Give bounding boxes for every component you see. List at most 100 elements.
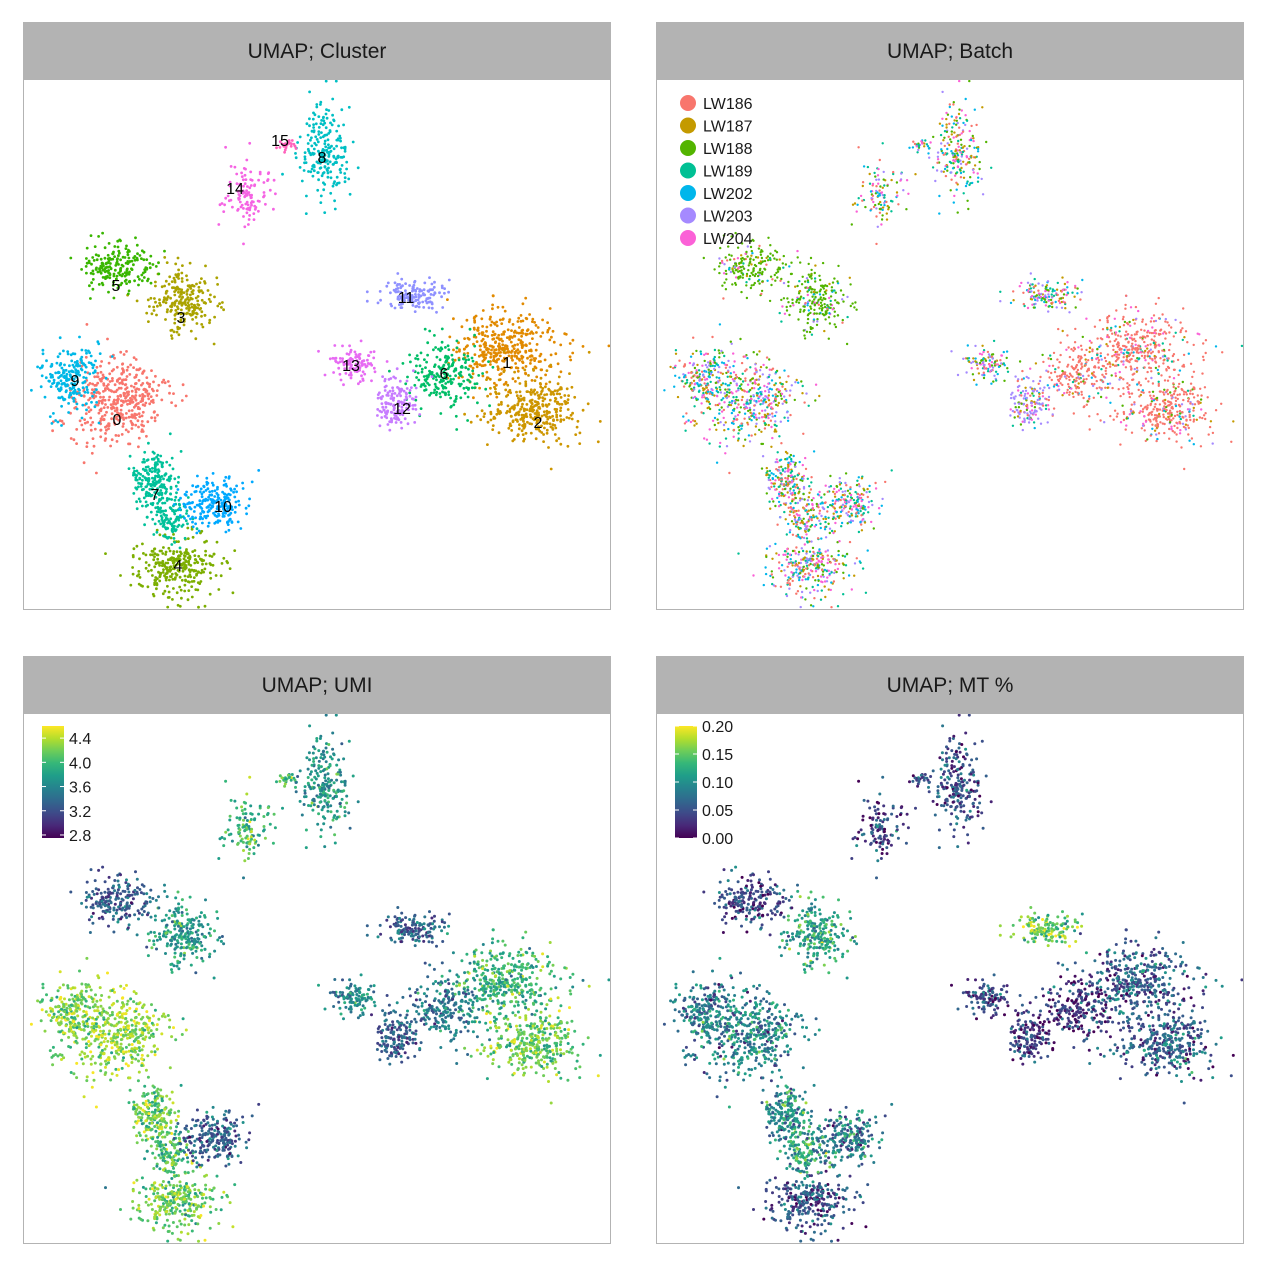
batch-point — [763, 398, 766, 402]
cluster-point — [155, 489, 159, 493]
cluster-label: 11 — [398, 290, 415, 307]
cluster-point — [492, 354, 496, 358]
batch-point — [1151, 397, 1154, 401]
cluster-point — [250, 203, 253, 207]
cluster-point — [202, 510, 205, 514]
cluster-label: 13 — [342, 358, 360, 375]
batch-point — [1184, 428, 1188, 431]
cluster-point — [495, 324, 499, 328]
cluster-point — [156, 453, 160, 457]
batch-point — [1111, 363, 1115, 366]
cluster-point — [558, 392, 562, 396]
cluster-point — [553, 424, 557, 427]
cluster-point — [383, 415, 387, 418]
cluster-point — [169, 568, 173, 572]
cluster-point — [128, 454, 132, 458]
batch-point — [1178, 382, 1181, 386]
cluster-point — [178, 575, 182, 579]
batch-point — [1140, 328, 1143, 331]
batch-point — [1173, 424, 1176, 428]
cluster-point — [219, 505, 223, 508]
batch-point — [773, 383, 776, 387]
cluster-point — [543, 413, 546, 417]
cluster-point — [413, 310, 417, 313]
cluster-point — [524, 382, 528, 386]
cluster-point — [180, 525, 184, 528]
cluster-point — [110, 417, 113, 421]
cluster-point — [495, 320, 498, 324]
cluster-point — [89, 408, 93, 412]
cluster-point — [428, 369, 431, 373]
batch-point — [724, 437, 728, 440]
cluster-point — [564, 400, 568, 404]
cluster-point — [132, 492, 136, 495]
batch-point — [851, 302, 854, 305]
cluster-point — [147, 382, 150, 386]
batch-point — [695, 422, 698, 425]
cluster-point — [110, 438, 114, 442]
cluster-point — [473, 333, 476, 337]
cluster-point — [149, 281, 153, 285]
cluster-point — [30, 388, 33, 392]
batch-point — [1174, 387, 1177, 390]
cluster-point — [355, 355, 359, 359]
cluster-point — [357, 382, 360, 386]
cluster-point — [96, 270, 100, 274]
cluster-point — [537, 427, 540, 431]
cluster-point — [433, 388, 437, 392]
cluster-point — [166, 605, 170, 609]
cluster-point — [510, 429, 514, 432]
cluster-point — [326, 150, 329, 154]
cluster-point — [390, 420, 393, 424]
batch-point — [1141, 335, 1144, 338]
batch-point — [786, 297, 789, 300]
cluster-point — [176, 305, 179, 308]
batch-point — [773, 414, 777, 418]
cluster-point — [83, 421, 87, 425]
cluster-point — [238, 200, 242, 204]
cluster-point — [547, 446, 550, 449]
cluster-point — [177, 498, 181, 502]
cluster-point — [354, 353, 358, 356]
cluster-point — [514, 380, 517, 383]
cluster-point — [454, 374, 457, 378]
cluster-point — [204, 562, 208, 566]
cluster-point — [158, 561, 162, 565]
cluster-point — [100, 377, 104, 380]
batch-point — [1122, 387, 1125, 390]
cluster-point — [417, 378, 421, 382]
cluster-point — [469, 375, 473, 379]
batch-point — [1202, 342, 1205, 345]
batch-point — [1157, 332, 1160, 336]
cluster-point — [555, 439, 558, 443]
cluster-point — [164, 578, 168, 582]
cluster-point — [204, 264, 207, 268]
batch-point — [728, 391, 731, 394]
cluster-point — [177, 518, 181, 522]
cluster-point — [281, 172, 284, 176]
cluster-point — [190, 297, 194, 301]
cluster-point — [403, 299, 406, 302]
cluster-point — [280, 142, 284, 146]
batch-point — [1184, 415, 1187, 418]
cluster-point — [497, 342, 501, 346]
cluster-point — [471, 372, 475, 376]
cluster-point — [151, 263, 155, 266]
batch-point — [1187, 400, 1190, 403]
batch-point — [1133, 403, 1136, 406]
batch-point — [1116, 353, 1119, 356]
batch-point — [730, 399, 734, 403]
cluster-point — [192, 510, 196, 513]
cluster-point — [164, 561, 168, 565]
cluster-point — [216, 283, 220, 286]
cluster-point — [111, 284, 115, 287]
batch-point — [1136, 383, 1139, 386]
batch-point — [1122, 352, 1125, 355]
batch-point — [1170, 360, 1174, 363]
cluster-point — [153, 581, 157, 585]
cluster-point — [498, 338, 502, 342]
cluster-point — [289, 144, 293, 148]
batch-point — [1179, 329, 1183, 332]
cluster-point — [400, 296, 403, 300]
cluster-point — [556, 402, 559, 405]
